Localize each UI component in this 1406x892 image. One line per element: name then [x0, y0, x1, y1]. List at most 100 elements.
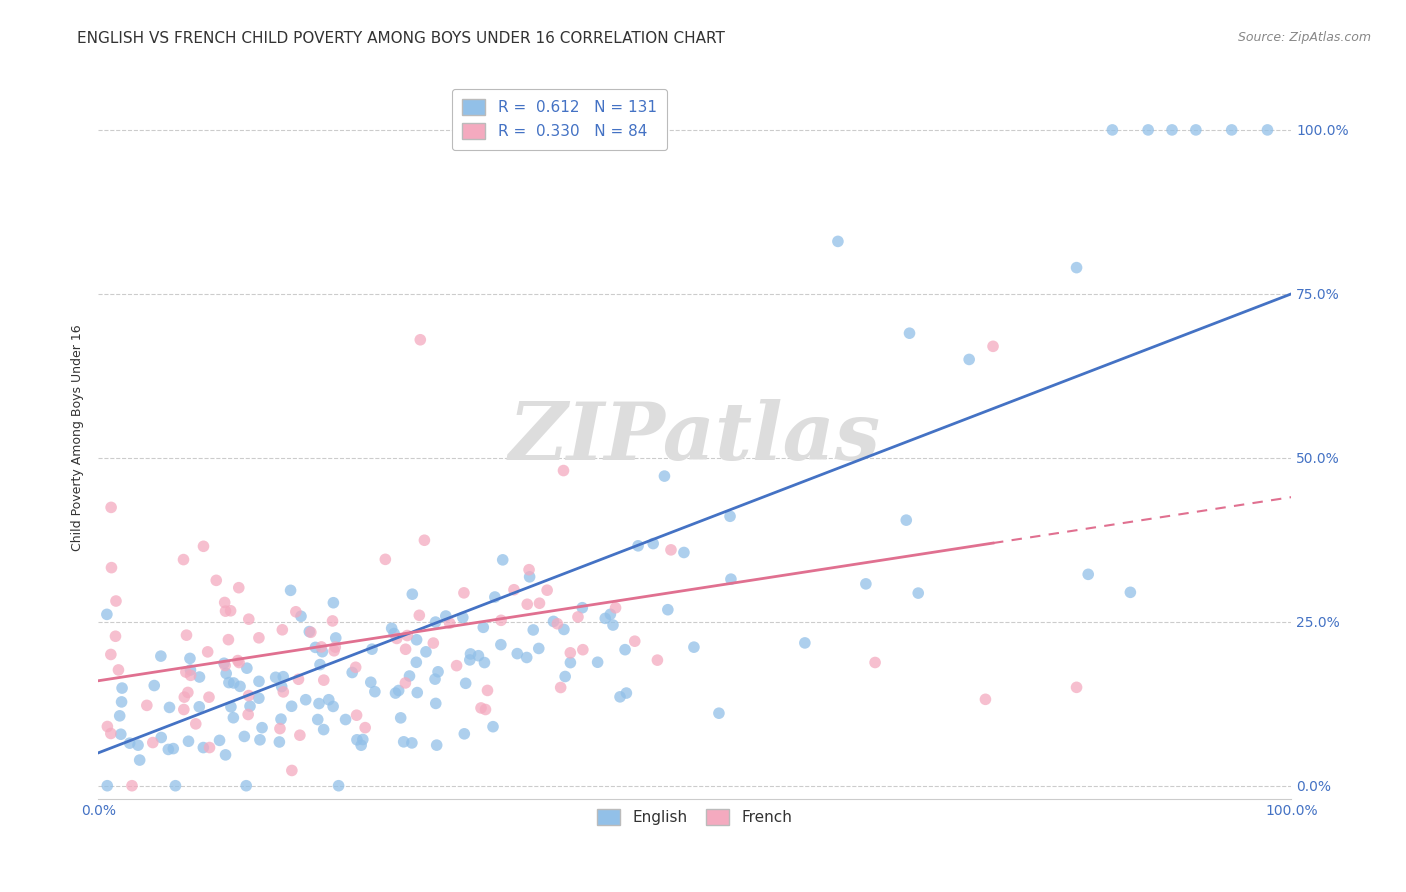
- Point: [405, 632, 427, 647]
- Point: [193, 539, 215, 553]
- Point: [516, 597, 538, 611]
- Point: [425, 615, 447, 629]
- Point: [235, 779, 257, 793]
- Point: [312, 723, 335, 737]
- Point: [394, 642, 416, 657]
- Point: [281, 764, 304, 778]
- Point: [392, 735, 415, 749]
- Point: [173, 702, 195, 716]
- Point: [352, 732, 374, 747]
- Point: [214, 604, 236, 618]
- Point: [311, 640, 333, 654]
- Point: [896, 513, 918, 527]
- Point: [238, 612, 260, 626]
- Point: [394, 676, 416, 690]
- Point: [527, 641, 550, 656]
- Point: [657, 603, 679, 617]
- Point: [269, 722, 291, 736]
- Point: [180, 668, 202, 682]
- Point: [96, 719, 118, 733]
- Point: [503, 582, 526, 597]
- Point: [325, 631, 347, 645]
- Point: [218, 675, 240, 690]
- Point: [1101, 123, 1123, 137]
- Point: [1119, 585, 1142, 599]
- Point: [384, 686, 406, 700]
- Point: [165, 779, 187, 793]
- Point: [350, 738, 373, 752]
- Point: [162, 741, 184, 756]
- Point: [308, 697, 330, 711]
- Point: [401, 587, 423, 601]
- Point: [214, 595, 236, 609]
- Point: [907, 586, 929, 600]
- Point: [974, 692, 997, 706]
- Point: [470, 701, 492, 715]
- Point: [482, 720, 505, 734]
- Point: [228, 581, 250, 595]
- Point: [489, 638, 512, 652]
- Point: [453, 727, 475, 741]
- Point: [104, 594, 127, 608]
- Point: [1077, 567, 1099, 582]
- Text: ZIPatlas: ZIPatlas: [509, 400, 880, 477]
- Point: [793, 636, 815, 650]
- Point: [707, 706, 730, 721]
- Point: [422, 636, 444, 650]
- Point: [173, 690, 195, 705]
- Point: [110, 727, 132, 741]
- Point: [571, 600, 593, 615]
- Point: [96, 607, 118, 622]
- Point: [546, 616, 568, 631]
- Point: [472, 620, 495, 634]
- Point: [238, 689, 260, 703]
- Point: [247, 691, 270, 706]
- Point: [718, 509, 741, 524]
- Point: [177, 734, 200, 748]
- Point: [477, 683, 499, 698]
- Point: [214, 747, 236, 762]
- Point: [517, 563, 540, 577]
- Point: [453, 586, 475, 600]
- Point: [398, 669, 420, 683]
- Point: [460, 647, 482, 661]
- Point: [100, 500, 122, 515]
- Point: [560, 646, 582, 660]
- Point: [179, 663, 201, 677]
- Point: [413, 533, 436, 548]
- Point: [683, 640, 706, 655]
- Point: [409, 333, 432, 347]
- Point: [401, 736, 423, 750]
- Point: [128, 753, 150, 767]
- Point: [217, 632, 239, 647]
- Point: [264, 670, 287, 684]
- Point: [250, 721, 273, 735]
- Point: [269, 735, 291, 749]
- Point: [605, 600, 627, 615]
- Point: [458, 653, 481, 667]
- Point: [197, 645, 219, 659]
- Point: [426, 738, 449, 752]
- Point: [454, 676, 477, 690]
- Point: [184, 717, 207, 731]
- Point: [100, 726, 122, 740]
- Point: [179, 651, 201, 665]
- Point: [208, 733, 231, 747]
- Point: [553, 623, 575, 637]
- Point: [425, 697, 447, 711]
- Point: [346, 708, 368, 723]
- Point: [323, 640, 346, 654]
- Point: [643, 536, 665, 550]
- Point: [423, 672, 446, 686]
- Point: [543, 615, 565, 629]
- Point: [304, 640, 326, 655]
- Point: [467, 648, 489, 663]
- Point: [1220, 123, 1243, 137]
- Point: [294, 692, 316, 706]
- Point: [567, 610, 589, 624]
- Point: [193, 740, 215, 755]
- Point: [176, 628, 198, 642]
- Point: [318, 692, 340, 706]
- Point: [247, 631, 270, 645]
- Point: [439, 616, 461, 631]
